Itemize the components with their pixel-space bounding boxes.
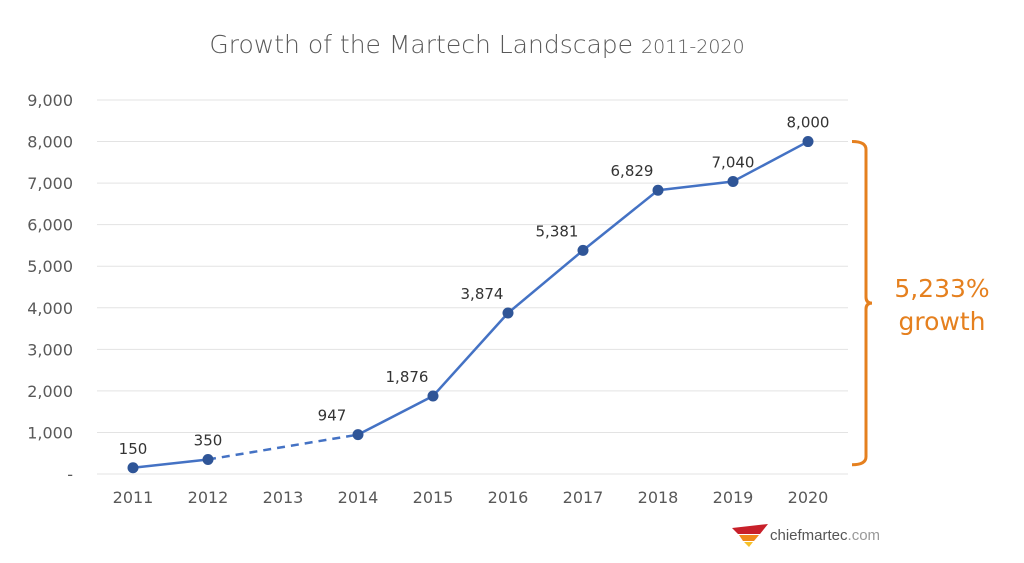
x-tick-label: 2019	[713, 488, 754, 507]
x-tick-label: 2015	[413, 488, 454, 507]
title-text: Growth of the Martech Landscape	[209, 30, 634, 59]
data-point	[427, 390, 439, 402]
logo-text: chiefmartec	[770, 526, 848, 544]
y-tick-label: 9,000	[27, 91, 73, 110]
y-tick-label: 2,000	[27, 382, 73, 401]
logo-icon	[732, 524, 768, 547]
line-segment	[357, 394, 434, 436]
chart-title: Growth of the Martech Landscape 2011-202…	[0, 30, 954, 59]
data-label: 6,829	[611, 162, 654, 180]
chiefmartec-logo: chiefmartec .com	[730, 522, 880, 548]
line-segment	[132, 458, 209, 470]
line-segment	[657, 180, 734, 192]
data-label: 150	[119, 440, 148, 458]
data-label: 947	[318, 407, 347, 425]
y-tick-label: 7,000	[27, 174, 73, 193]
growth-bracket	[851, 140, 873, 467]
data-label: 3,874	[461, 285, 504, 303]
data-label: 5,381	[536, 222, 579, 240]
data-point	[727, 175, 739, 187]
data-point	[652, 184, 664, 196]
data-point	[202, 453, 214, 465]
data-point	[127, 462, 139, 474]
line-segment	[732, 140, 809, 183]
x-tick-label: 2011	[113, 488, 154, 507]
x-tick-label: 2018	[638, 488, 679, 507]
title-subtitle: 2011-2020	[641, 36, 745, 58]
data-point	[352, 429, 364, 441]
growth-percent: 5,233%	[894, 274, 990, 303]
data-point	[802, 136, 814, 148]
y-tick-label: 8,000	[27, 133, 73, 152]
y-tick-label: -	[67, 465, 73, 484]
y-tick-label: 1,000	[27, 423, 73, 442]
data-label: 1,876	[386, 368, 429, 386]
line-segment	[432, 312, 509, 397]
data-label: 8,000	[787, 114, 830, 132]
y-tick-label: 6,000	[27, 216, 73, 235]
line-segment	[507, 249, 584, 314]
y-tick-label: 5,000	[27, 257, 73, 276]
data-point	[502, 307, 514, 319]
x-tick-label: 2012	[188, 488, 229, 507]
y-tick-label: 4,000	[27, 299, 73, 318]
logo-suffix: .com	[847, 526, 881, 544]
growth-label: growth	[898, 307, 986, 336]
data-label: 350	[194, 431, 223, 449]
x-tick-label: 2013	[263, 488, 304, 507]
data-label: 7,040	[712, 153, 755, 171]
x-tick-label: 2014	[338, 488, 379, 507]
x-tick-label: 2016	[488, 488, 529, 507]
data-point	[577, 244, 589, 256]
y-tick-label: 3,000	[27, 340, 73, 359]
x-tick-label: 2020	[788, 488, 829, 507]
growth-annotation: 5,233% growth	[880, 272, 1004, 338]
dashed-line-segment	[207, 433, 359, 461]
x-tick-label: 2017	[563, 488, 604, 507]
line-segment	[582, 189, 659, 252]
